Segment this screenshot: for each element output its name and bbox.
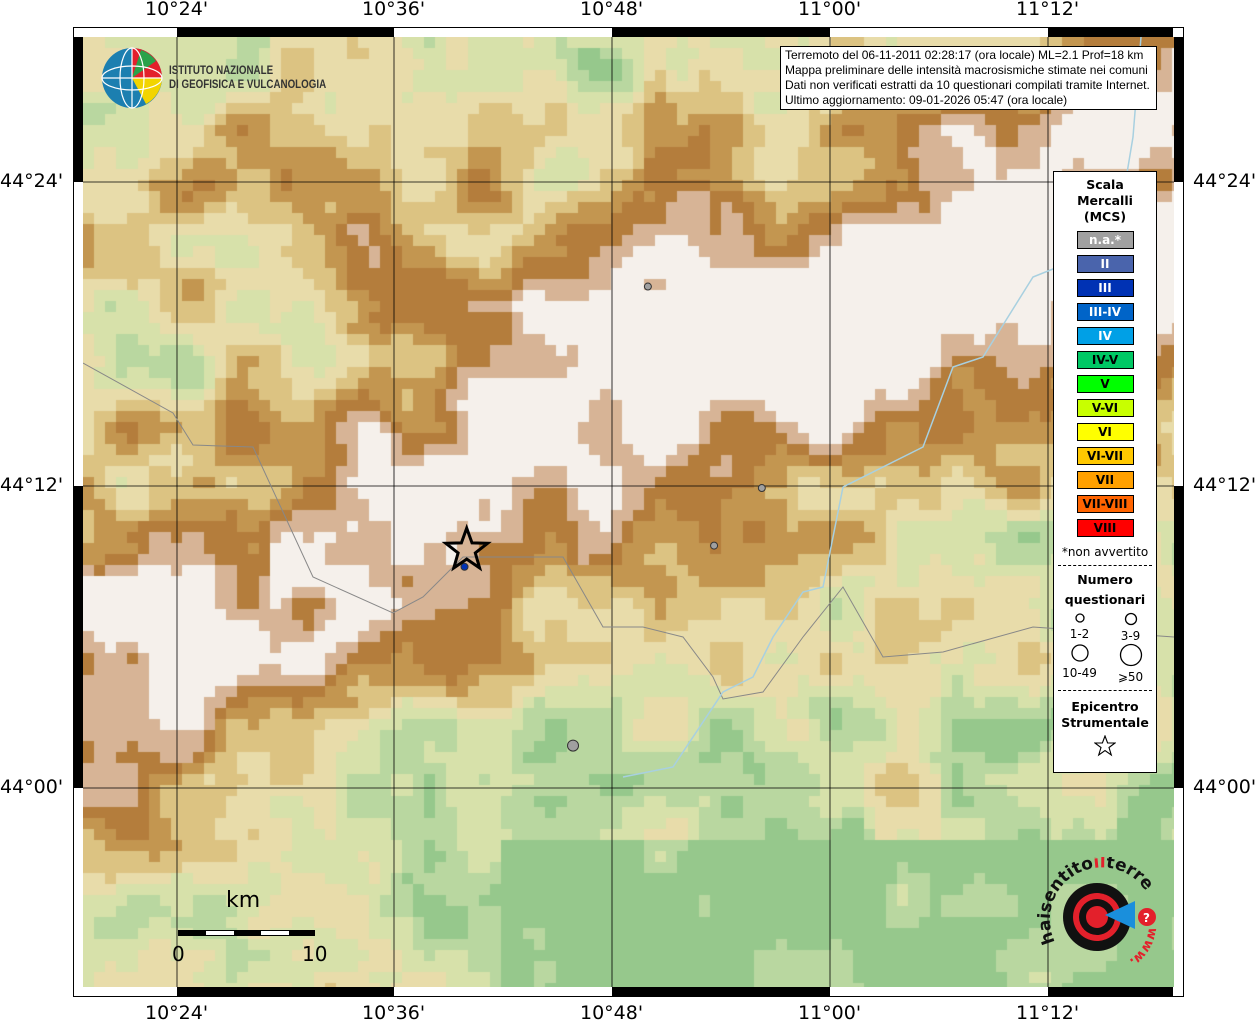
epicenter-star-icon xyxy=(441,523,492,572)
scale-label: 10 xyxy=(302,942,328,966)
count-class: 10-49 xyxy=(1054,643,1105,684)
event-info-box: Terremoto del 06-11-2011 02:28:17 (ora l… xyxy=(780,46,1157,110)
haisentito-logo-icon: ? haisentitoilterremoto.it www. xyxy=(1037,857,1161,969)
ingv-line1: ISTITUTO NAZIONALE xyxy=(169,65,274,77)
count-title: questionari xyxy=(1064,592,1146,607)
legend-class-vi: VI xyxy=(1076,423,1134,441)
count-title: Numero xyxy=(1077,572,1133,587)
lon-tick-label: 11°00' xyxy=(798,0,862,20)
info-line: Mappa preliminare delle intensità macros… xyxy=(785,63,1148,77)
intensity-point xyxy=(643,282,652,291)
circle-icon xyxy=(1124,612,1137,626)
circle-icon xyxy=(1074,613,1085,623)
legend-class-vii: VII xyxy=(1076,471,1134,489)
count-class: ⩾50 xyxy=(1105,643,1156,684)
lat-tick-label: 44°12' xyxy=(0,474,64,496)
terrain-relief xyxy=(83,37,1174,987)
circle-icon xyxy=(1070,644,1089,662)
legend-title: (MCS) xyxy=(1083,209,1127,224)
legend-class-iv-v: IV-V xyxy=(1076,351,1134,369)
lat-tick-label: 44°00' xyxy=(1193,776,1257,798)
ingv-line2: DI GEOFISICA E VULCANOLOGIA xyxy=(169,79,327,91)
lat-tick-label: 44°12' xyxy=(1193,474,1257,496)
frame-segment xyxy=(1048,27,1173,37)
legend-class-iii-iv: III-IV xyxy=(1076,303,1134,321)
count-label: 10-49 xyxy=(1062,666,1097,680)
circle-icon xyxy=(1119,643,1142,667)
legend-class-ii: II xyxy=(1076,255,1134,273)
intensity-point xyxy=(567,739,580,752)
legend-note: *non avvertito xyxy=(1061,545,1149,559)
lon-tick-label: 10°36' xyxy=(362,0,426,20)
frame-segment xyxy=(73,486,83,788)
legend-class-viii: VIII xyxy=(1076,519,1134,537)
divider xyxy=(1058,565,1152,566)
count-label: ⩾50 xyxy=(1117,670,1144,684)
legend: Scala Mercalli (MCS) n.a.* II III III-IV IV I… xyxy=(1053,171,1157,773)
scale-unit: km xyxy=(226,888,261,913)
intensity-point xyxy=(757,484,766,493)
epicenter-title: Epicentro xyxy=(1071,699,1139,714)
frame-segment xyxy=(1173,37,1184,182)
lon-tick-label: 10°48' xyxy=(580,1002,644,1024)
scale-bar-graphic xyxy=(178,930,315,936)
legend-title: Scala xyxy=(1086,177,1124,192)
lat-tick-label: 44°00' xyxy=(0,776,64,798)
count-class: 1-2 xyxy=(1054,612,1105,643)
lon-tick-label: 10°24' xyxy=(145,1002,209,1024)
lat-tick-label: 44°24' xyxy=(1193,170,1257,192)
frame-segment xyxy=(612,27,830,37)
intensity-point xyxy=(460,562,469,571)
lon-tick-label: 11°12' xyxy=(1016,0,1080,20)
legend-class-vii-viii: VII-VIII xyxy=(1076,495,1134,513)
count-label: 1-2 xyxy=(1069,627,1090,641)
frame-segment xyxy=(1048,987,1173,997)
lon-tick-label: 10°48' xyxy=(580,0,644,20)
lon-tick-label: 10°36' xyxy=(362,1002,426,1024)
info-line: Terremoto del 06-11-2011 02:28:17 (ora l… xyxy=(785,48,1144,62)
ingv-logo-icon xyxy=(101,47,163,109)
info-line: Dati non verificati estratti da 10 quest… xyxy=(785,78,1150,92)
legend-class-iii: III xyxy=(1076,279,1134,297)
intensity-point xyxy=(710,541,719,550)
epicenter-title: Strumentale xyxy=(1061,715,1149,730)
info-line: Ultimo aggiornamento: 09-01-2026 05:47 (… xyxy=(785,93,1068,107)
divider xyxy=(1058,690,1152,691)
ingv-logo-text: ISTITUTO NAZIONALE DI GEOFISICA E VULCANO… xyxy=(169,64,326,92)
svg-text:?: ? xyxy=(1143,911,1150,925)
svg-text:www.: www. xyxy=(1127,926,1161,969)
legend-class-iv: IV xyxy=(1076,327,1134,345)
star-icon xyxy=(1093,734,1117,757)
lon-tick-label: 10°24' xyxy=(145,0,209,20)
legend-class-na: n.a.* xyxy=(1076,231,1134,249)
frame-segment xyxy=(177,27,394,37)
frame-segment xyxy=(1173,486,1184,788)
legend-class-v-vi: V-VI xyxy=(1076,399,1134,417)
map-canvas[interactable] xyxy=(83,37,1174,987)
legend-title: Mercalli xyxy=(1077,193,1133,208)
scale-label: 0 xyxy=(172,942,185,966)
legend-class-v: V xyxy=(1076,375,1134,393)
frame-segment xyxy=(612,987,830,997)
count-class: 3-9 xyxy=(1105,612,1156,643)
count-label: 3-9 xyxy=(1120,629,1141,643)
frame-segment xyxy=(73,37,83,182)
regional-border xyxy=(83,362,1174,700)
lon-tick-label: 11°00' xyxy=(798,1002,862,1024)
map-overlay xyxy=(83,37,1174,987)
frame-segment xyxy=(177,987,394,997)
legend-class-vi-vii: VI-VII xyxy=(1076,447,1134,465)
lon-tick-label: 11°12' xyxy=(1016,1002,1080,1024)
lat-tick-label: 44°24' xyxy=(0,170,64,192)
